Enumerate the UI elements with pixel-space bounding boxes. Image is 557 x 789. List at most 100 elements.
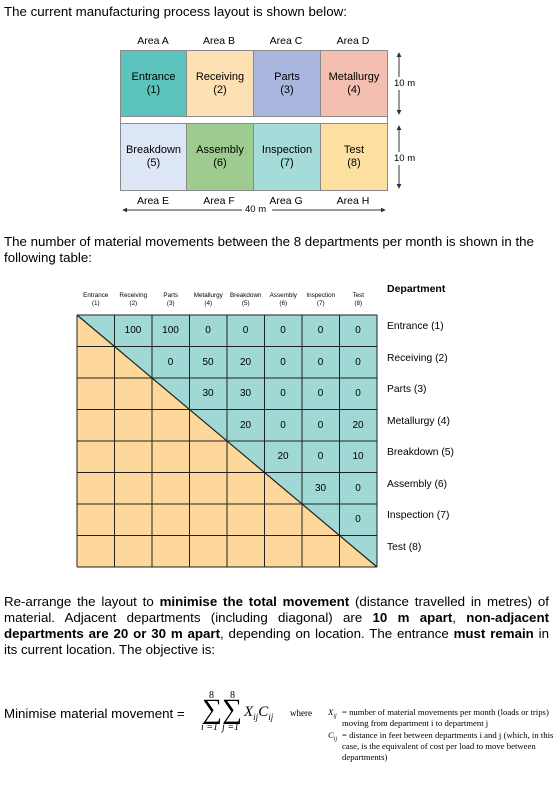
aisle [120,117,388,123]
dept-number: (3) [280,83,294,96]
text-run: Re-arrange the layout to [4,594,160,609]
column-header: Inspection (7) [296,292,346,308]
matrix-cell: 0 [317,325,324,336]
term-c: C [258,704,269,720]
def-x-text: = number of material movements per month… [342,707,549,728]
row-label: Metallurgy (4) [387,415,450,427]
dept-test: Test (8) [320,123,388,191]
sum-upper-limit: 8 [230,690,235,701]
matrix-cell: 0 [280,325,286,336]
dept-breakdown: Breakdown (5) [120,123,187,191]
matrix-cell: 0 [242,325,249,336]
term-c-subscript: ij [268,712,274,722]
matrix-cell: 20 [239,356,252,368]
height-dimension-bottom: 10 m [394,152,416,165]
column-header-name: Breakdown [229,292,262,299]
def-c-symbol: C [328,730,334,740]
column-header-name: Receiving [119,292,148,299]
column-header-name: Test [352,292,365,299]
bold-text: 10 m apart [372,610,453,625]
matrix-cell: 10 [352,451,364,462]
objective-label: Minimise material movement = [4,706,185,721]
column-header: Receiving (2) [109,292,159,308]
area-label-b: Area B [202,35,236,47]
dept-name: Test [343,144,365,156]
dept-number: (4) [347,83,361,96]
text-run: , [452,610,467,625]
row-label: Receiving (2) [387,352,448,364]
sum-lower-limit-i: i =1 [201,722,219,733]
area-label-h: Area H [336,195,370,207]
row-label: Test (8) [387,541,422,553]
matrix-cell: 0 [280,356,286,368]
column-header-name: Assembly [269,292,297,299]
diagonal-line [76,314,378,568]
column-header: Entrance (1) [71,292,121,308]
instructions-text: Re-arrange the layout to minimise the to… [4,594,549,658]
matrix-cell: 0 [317,388,324,399]
area-label-e: Area E [136,195,170,207]
dept-name: Assembly [196,144,244,156]
text-run: in its current location. The objective i… [4,626,549,657]
def-c-subscript: ij [333,736,338,743]
column-header: Test (8) [334,292,384,308]
movements-intro-text: The number of material movements between… [4,234,534,265]
dept-name: Parts [274,70,300,83]
area-label-c: Area C [269,35,303,47]
def-c-text: = distance in feet between departments i… [342,730,554,762]
matrix-cell: 30 [239,388,252,399]
matrix-cell: 0 [317,451,324,462]
dept-metallurgy: Metallurgy (4) [320,50,388,117]
bold-text: non-adjacent departments are 20 or 30 m … [4,610,549,641]
matrix-cell: 30 [314,482,327,494]
column-header: Breakdown (5) [221,292,271,308]
dept-name: Receiving [195,70,245,83]
matrix-cell: 0 [280,419,286,431]
height-dimension-top: 10 m [394,77,416,90]
column-header-number: (7) [316,300,325,307]
matrix-cell: 0 [355,388,361,399]
bold-text: minimise the total movement [159,594,350,609]
width-dimension: 40 m [245,204,267,215]
definition-x: Xij = number of material movements per m… [328,707,554,729]
column-header-name: Inspection [306,292,336,299]
definition-c: Cij = distance in feet between departmen… [328,730,554,763]
matrix-cell: 0 [280,388,286,399]
column-header: Assembly (6) [259,292,309,308]
dept-name: Breakdown [125,144,182,156]
def-x-subscript: ij [333,713,337,720]
text-run: , depending on location. The entrance [220,626,454,641]
column-header: Parts (3) [146,292,196,308]
dept-number: (6) [213,157,227,169]
dept-number: (2) [213,83,227,96]
column-header: Metallurgy (4) [184,292,234,308]
matrix-cell: 0 [355,325,361,336]
def-x-symbol: X [328,707,334,717]
column-header-name: Metallurgy [193,292,223,299]
column-header-number: (5) [241,300,250,307]
dept-number: (5) [146,157,161,169]
dept-number: (8) [347,157,361,169]
row-label: Inspection (7) [387,510,450,521]
area-label-d: Area D [336,35,370,47]
column-header-name: Entrance [83,292,109,299]
column-header-number: (8) [354,300,363,307]
where-label: where [290,708,312,718]
matrix-cell: 0 [355,514,361,525]
row-label: Assembly (6) [387,478,448,490]
dept-entrance: Entrance (1) [120,50,187,117]
column-header-number: (2) [129,300,138,307]
dept-parts: Parts (3) [253,50,321,117]
sigma-symbol: ∑ [222,694,242,725]
area-label-a: Area A [137,35,169,47]
matrix-cell: 0 [167,356,174,368]
row-label: Parts (3) [387,384,427,395]
area-label-g: Area G [269,195,303,207]
sum-upper-limit: 8 [209,690,214,701]
column-header-number: (1) [91,300,100,307]
text-run: (distance travelled in metres) of materi… [4,594,549,625]
matrix-cell: 0 [355,356,361,368]
dept-name: Inspection [261,144,313,156]
area-label-f: Area F [203,195,235,207]
dept-name: Metallurgy [328,70,380,83]
